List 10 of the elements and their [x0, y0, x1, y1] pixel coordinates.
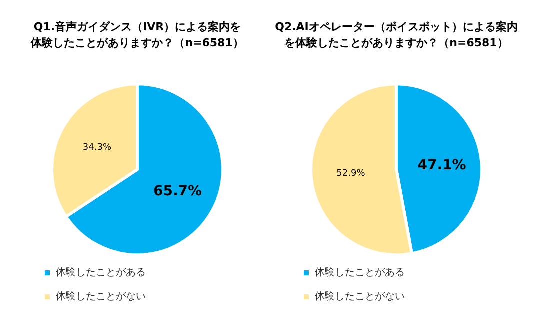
data-label: 52.9% [336, 168, 366, 179]
chart-title: Q2.AIオペレーター（ボイスボット）による案内を体験したことがありますか？（n=6581） [275, 20, 518, 50]
data-label: 34.3% [82, 142, 112, 153]
legend-label: 体験したことがない [56, 290, 146, 302]
chart-title: Q1.音声ガイダンス（IVR）による案内を体験したことがありますか？（n=6581） [30, 20, 244, 50]
data-label: 47.1% [418, 157, 466, 174]
legend-label: 体験したことがある [56, 266, 146, 278]
data-label: 65.7% [153, 183, 202, 200]
legend-label: 体験したことがない [315, 290, 405, 302]
legend-label: 体験したことがある [315, 266, 405, 278]
